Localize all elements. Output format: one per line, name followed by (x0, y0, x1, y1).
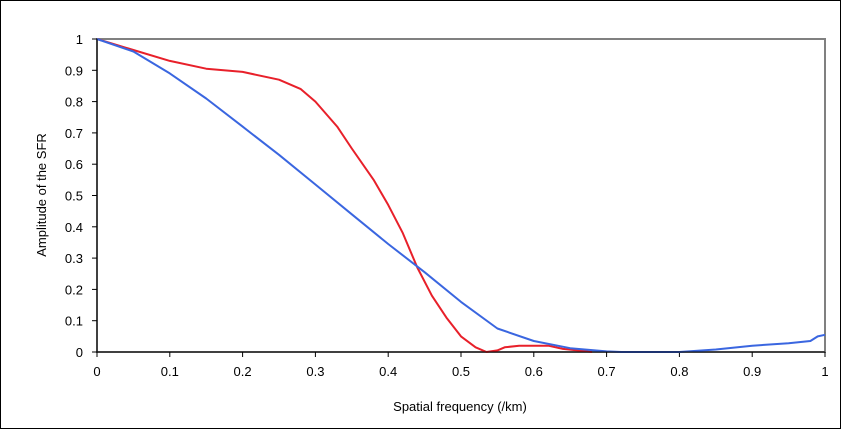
x-tick-label: 0.1 (161, 364, 179, 379)
y-tick-label: 0.4 (65, 220, 83, 235)
y-tick-label: 0.9 (65, 63, 83, 78)
x-tick-label: 0.8 (670, 364, 688, 379)
y-tick-label: 0.6 (65, 157, 83, 172)
x-tick-label: 0.2 (234, 364, 252, 379)
series-line-1 (96, 38, 593, 353)
y-tick-label: 0.7 (65, 126, 83, 141)
series-lines (96, 38, 826, 353)
x-tick-label: 0.9 (743, 364, 761, 379)
x-ticks: 0 0.1 0.2 0.3 0.4 0.5 0.6 0.7 0.8 0.9 1 (93, 352, 829, 379)
x-axis-label: Spatial frequency (/km) (393, 399, 527, 414)
x-tick-label: 0 (93, 364, 100, 379)
y-tick-label: 0.2 (65, 282, 83, 297)
y-tick-label: 0.8 (65, 95, 83, 110)
y-ticks: 0 0.1 0.2 0.3 0.4 0.5 0.6 0.7 0.8 0.9 1 (65, 32, 97, 360)
x-tick-label: 0.4 (379, 364, 397, 379)
x-tick-label: 0.7 (598, 364, 616, 379)
x-tick-label: 0.3 (306, 364, 324, 379)
y-tick-label: 1 (76, 32, 83, 47)
plot-area (96, 38, 826, 353)
x-tick-label: 0.5 (452, 364, 470, 379)
y-axis-label: Amplitude of the SFR (34, 133, 49, 257)
series-line-2 (96, 38, 826, 353)
x-tick-label: 1 (821, 364, 828, 379)
y-tick-label: 0.1 (65, 314, 83, 329)
y-tick-label: 0.5 (65, 189, 83, 204)
y-tick-label: 0 (76, 345, 83, 360)
y-tick-label: 0.3 (65, 251, 83, 266)
x-tick-label: 0.6 (525, 364, 543, 379)
